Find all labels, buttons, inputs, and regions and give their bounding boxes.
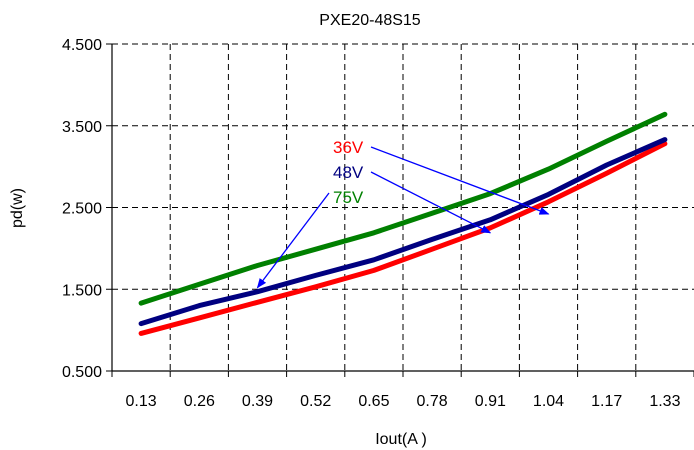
legend-label-36v: 36V [333, 138, 364, 157]
chart-title: PXE20-48S15 [319, 12, 421, 29]
x-axis-label: Iout(A ) [375, 431, 427, 448]
y-tick-label: 1.500 [62, 282, 102, 299]
series-lines [138, 111, 668, 336]
grid [112, 43, 694, 371]
series-line-75v [138, 111, 668, 306]
x-tick-label: 1.17 [591, 393, 622, 410]
y-tick-label: 3.500 [62, 119, 102, 136]
x-tick-label: 0.91 [475, 393, 506, 410]
legend-label-48v: 48V [333, 163, 364, 182]
x-tick-label: 0.13 [126, 393, 157, 410]
x-tick-label: 0.39 [242, 393, 273, 410]
x-tick-label: 0.52 [300, 393, 331, 410]
annotation-arrow-36v [370, 146, 550, 215]
y-axis-label: pd(w) [9, 188, 26, 228]
y-tick-labels: 0.500 1.500 2.500 3.500 4.500 [62, 37, 112, 381]
x-tick-labels: 0.13 0.26 0.39 0.52 0.65 0.78 0.91 1.04 1.17 1.33 [111, 371, 694, 410]
x-tick-label: 1.33 [649, 393, 680, 410]
annotation-arrow-75v [256, 192, 330, 289]
x-tick-label: 1.04 [533, 393, 564, 410]
legend-label-75v: 75V [333, 188, 364, 207]
series-line-36v [138, 141, 668, 336]
annotations: 36V 48V 75V [256, 138, 550, 289]
annotation-arrow-48v [370, 171, 492, 234]
y-tick-label: 0.500 [62, 364, 102, 381]
y-tick-label: 4.500 [62, 37, 102, 54]
series-line-48v [138, 137, 668, 327]
y-tick-label: 2.500 [62, 201, 102, 218]
x-tick-label: 0.65 [358, 393, 389, 410]
x-tick-label: 0.26 [184, 393, 215, 410]
x-tick-label: 0.78 [417, 393, 448, 410]
